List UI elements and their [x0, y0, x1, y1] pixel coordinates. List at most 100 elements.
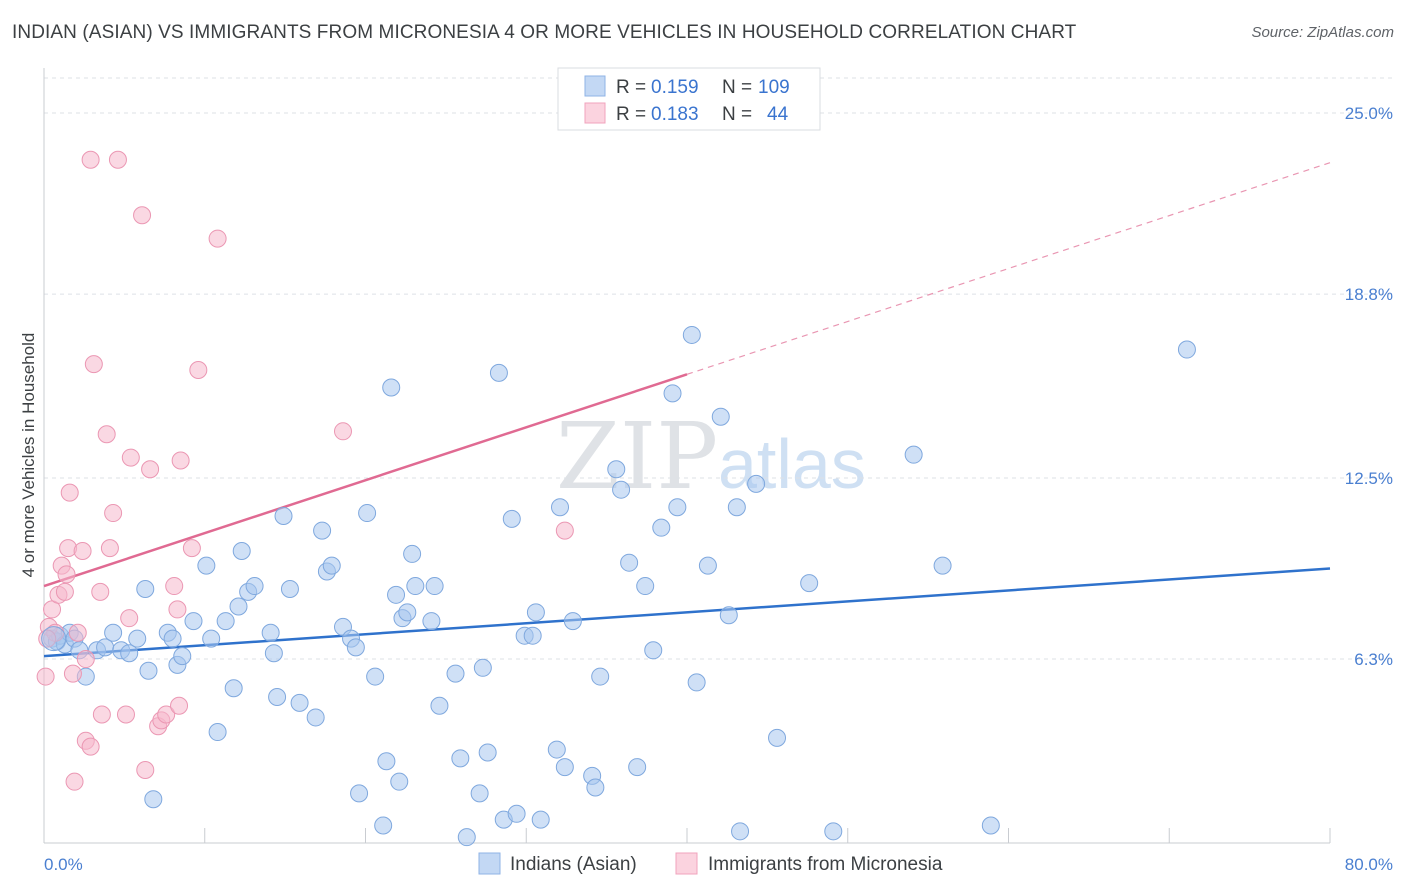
trend-line-micronesia-extension	[686, 162, 1331, 375]
point-indians	[245, 577, 264, 596]
point-micronesia	[136, 761, 155, 780]
point-indians	[800, 574, 819, 593]
point-micronesia	[116, 705, 135, 724]
point-micronesia	[92, 705, 111, 724]
data-points	[36, 150, 1196, 847]
point-indians	[933, 556, 952, 575]
point-micronesia	[91, 582, 110, 601]
trend-line-micronesia	[43, 373, 688, 588]
point-indians	[350, 784, 369, 803]
point-indians	[280, 579, 299, 598]
point-indians	[551, 498, 570, 517]
watermark-atlas: atlas	[718, 425, 866, 503]
point-micronesia	[81, 150, 100, 169]
point-indians	[531, 810, 550, 829]
point-indians	[366, 667, 385, 686]
point-indians	[387, 585, 406, 604]
point-indians	[711, 407, 730, 426]
point-indians	[382, 378, 401, 397]
point-micronesia	[108, 150, 127, 169]
point-indians	[398, 603, 417, 622]
legend-swatch-pink	[584, 102, 606, 124]
point-indians	[526, 603, 545, 622]
point-indians	[652, 518, 671, 537]
point-indians	[184, 612, 203, 631]
point-micronesia	[81, 737, 100, 756]
point-indians	[698, 556, 717, 575]
y-axis-label: 4 or more Vehicles in Household	[19, 333, 38, 578]
point-indians	[216, 612, 235, 631]
point-indians	[612, 480, 631, 499]
point-micronesia	[65, 772, 84, 791]
point-indians	[144, 790, 163, 809]
point-indians	[173, 647, 192, 666]
x-tick-label-min: 0.0%	[44, 855, 83, 874]
point-indians	[1177, 340, 1196, 359]
trend-lines	[43, 162, 1331, 658]
y-tick-label: 6.3%	[1354, 650, 1393, 669]
point-indians	[120, 644, 139, 663]
point-micronesia	[73, 542, 92, 561]
point-indians	[563, 612, 582, 631]
point-micronesia	[333, 422, 352, 441]
point-indians	[274, 506, 293, 525]
point-indians	[470, 784, 489, 803]
point-indians	[313, 521, 332, 540]
point-indians	[139, 661, 158, 680]
point-indians	[406, 577, 425, 596]
point-indians	[197, 556, 216, 575]
point-indians	[687, 673, 706, 692]
point-indians	[824, 822, 843, 841]
source-label: Source: ZipAtlas.com	[1251, 24, 1394, 41]
point-micronesia	[165, 577, 184, 596]
bottom-legend: Indians (Asian) Immigrants from Micrones…	[478, 852, 943, 875]
point-micronesia	[36, 667, 55, 686]
point-indians	[473, 658, 492, 677]
point-indians	[446, 664, 465, 683]
point-indians	[747, 474, 766, 493]
point-micronesia	[63, 664, 82, 683]
point-micronesia	[121, 448, 140, 467]
point-indians	[202, 629, 221, 648]
legend-r-label-2: R =	[616, 104, 646, 125]
bottom-legend-label-micronesia: Immigrants from Micronesia	[708, 854, 943, 875]
point-indians	[719, 606, 738, 625]
bottom-legend-label-indians: Indians (Asian)	[510, 854, 637, 875]
point-indians	[264, 644, 283, 663]
point-micronesia	[157, 705, 176, 724]
point-indians	[668, 498, 687, 517]
legend-r-value-1: 0.159	[651, 77, 699, 98]
point-indians	[644, 641, 663, 660]
point-indians	[731, 822, 750, 841]
point-micronesia	[133, 206, 152, 225]
point-micronesia	[208, 229, 227, 248]
point-indians	[727, 498, 746, 517]
x-tick-label-max: 80.0%	[1345, 855, 1393, 874]
point-micronesia	[97, 425, 116, 444]
point-indians	[346, 638, 365, 657]
point-micronesia	[171, 451, 190, 470]
point-indians	[290, 693, 309, 712]
point-indians	[128, 629, 147, 648]
chart-title: INDIAN (ASIAN) VS IMMIGRANTS FROM MICRON…	[12, 22, 1077, 43]
legend: R = 0.159 N = 109 R = 0.183 N = 44	[557, 67, 821, 131]
point-micronesia	[182, 539, 201, 558]
point-indians	[377, 752, 396, 771]
point-micronesia	[38, 629, 57, 648]
point-indians	[628, 758, 647, 777]
legend-n-value-1: 109	[758, 77, 790, 98]
legend-n-value-2: 44	[767, 104, 789, 125]
point-indians	[261, 623, 280, 642]
bottom-legend-swatch-blue	[478, 852, 501, 875]
point-micronesia	[59, 539, 78, 558]
point-micronesia	[170, 696, 189, 715]
point-indians	[422, 612, 441, 631]
point-micronesia	[104, 504, 123, 523]
legend-n-label-2: N =	[722, 104, 752, 125]
point-indians	[663, 384, 682, 403]
y-tick-label: 12.5%	[1345, 469, 1393, 488]
point-indians	[768, 728, 787, 747]
point-indians	[636, 577, 655, 596]
point-indians	[981, 816, 1000, 835]
